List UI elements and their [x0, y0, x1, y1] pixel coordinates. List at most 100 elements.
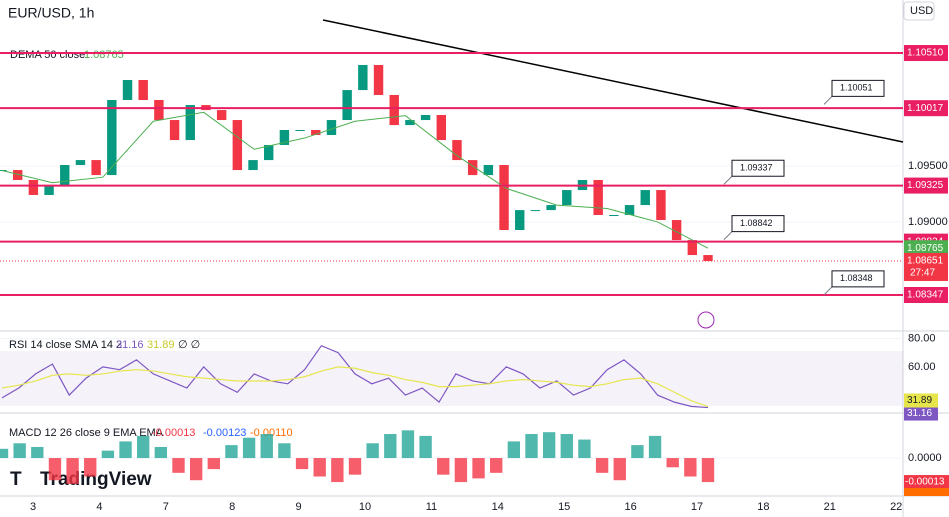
candle: [295, 129, 305, 131]
candle: [530, 210, 541, 212]
macd-histogram-bar: [278, 443, 291, 459]
macd-histogram-bar: [595, 458, 609, 473]
callout-box: [831, 270, 885, 288]
x-tick-label: 8: [229, 501, 235, 513]
x-tick-label: 22: [890, 501, 902, 513]
rsi-legend-value: 31.16: [116, 339, 144, 351]
candle: [232, 120, 243, 171]
dema-price-label: 1.08765: [907, 243, 944, 254]
rsi-line: [1, 344, 709, 409]
y-tick-label: 60.00: [908, 361, 936, 373]
candle: [185, 105, 195, 141]
rsi-line: [1, 366, 709, 408]
macd-histogram-bar: [31, 446, 44, 459]
macd-histogram-bar: [137, 435, 150, 459]
x-tick-label: 10: [359, 501, 371, 513]
candle: [609, 215, 619, 217]
currency-button[interactable]: [903, 1, 935, 21]
candle: [138, 79, 148, 101]
dema-line: [1, 111, 709, 249]
macd-histogram-bar: [172, 458, 185, 473]
level-label-box: [904, 177, 948, 194]
macd-histogram-bar: [666, 458, 679, 468]
candle: [28, 179, 39, 195]
candle: [311, 129, 321, 136]
currency[interactable]: USD: [910, 5, 933, 17]
x-tick-label: 17: [691, 501, 703, 513]
macd-histogram-bar: [384, 434, 397, 459]
candle: [373, 64, 384, 95]
x-tick-label: 18: [757, 501, 769, 513]
macd-legend-value: -0.00123: [203, 427, 246, 439]
macd-histogram-bar: [66, 458, 79, 484]
candle: [640, 190, 650, 206]
macd-histogram-bar: [560, 434, 573, 459]
level-label-box: [904, 45, 948, 62]
rsi-value-label: 31.16: [907, 408, 932, 419]
candle: [687, 240, 698, 256]
last-price-label: 1.08651: [907, 256, 944, 267]
y-tick-label: 1.09000: [908, 216, 948, 228]
macd-value-box: [904, 475, 949, 490]
x-tick-label: 15: [558, 501, 570, 513]
rsi-legend: RSI 14 close SMA 14 2: [9, 339, 122, 351]
trend-line: [322, 19, 904, 143]
macd-histogram-bar: [242, 437, 256, 459]
macd-histogram-bar: [207, 458, 220, 470]
rsi-legend-extra: ∅ ∅: [178, 339, 200, 351]
candle: [389, 94, 399, 126]
signal-value-box: [904, 488, 949, 496]
candle: [107, 100, 117, 176]
macd-histogram-bar: [525, 434, 538, 459]
candle: [703, 255, 713, 261]
macd-histogram-bar: [542, 432, 556, 459]
candle: [91, 160, 101, 176]
last-price-box: [904, 252, 948, 281]
macd-histogram-bar: [260, 434, 273, 459]
macd-histogram-bar: [472, 458, 485, 479]
candle: [169, 120, 180, 141]
x-tick-label: 16: [624, 501, 636, 513]
x-tick-label: 9: [296, 501, 302, 513]
callout-label: 1.08348: [840, 273, 873, 283]
macd-histogram-bar: [578, 439, 591, 459]
candle: [467, 160, 478, 176]
candle: [624, 205, 635, 216]
macd-histogram-bar: [154, 446, 168, 459]
candle: [515, 210, 525, 230]
candle: [216, 110, 227, 121]
candle: [483, 165, 494, 176]
macd-histogram-bar: [613, 458, 626, 481]
macd-value-label: -0.00013: [905, 477, 945, 488]
macd-histogram-bar: [295, 458, 309, 470]
macd-histogram-bar: [13, 443, 26, 459]
x-tick-label: 11: [426, 501, 437, 513]
x-tick-label: 7: [163, 501, 169, 513]
macd-histogram-bar: [507, 441, 521, 459]
symbol: EUR/USD, 1h: [8, 5, 94, 21]
callout-box: [731, 159, 785, 177]
macd-histogram-bar: [684, 458, 697, 477]
y-tick-label: 1.09500: [908, 160, 948, 172]
candle: [436, 114, 446, 141]
macd-histogram-bar: [0, 448, 9, 459]
callout-box: [731, 215, 785, 233]
candle: [546, 205, 556, 211]
macd-histogram-bar: [701, 458, 715, 483]
candle: [12, 170, 23, 180]
candle: [358, 64, 368, 91]
rsi-value-box: [904, 406, 938, 421]
level-label: 1.10510: [907, 48, 944, 59]
macd-histogram-bar: [119, 441, 132, 459]
level-label: 1.08347: [907, 290, 944, 301]
alert-icon[interactable]: [697, 311, 715, 329]
macd-histogram-bar: [631, 445, 644, 459]
candle: [593, 179, 603, 216]
macd-histogram-bar: [437, 458, 450, 475]
macd-histogram-bar: [189, 458, 203, 481]
callout-label: 1.09337: [740, 163, 773, 173]
macd-histogram-bar: [648, 435, 662, 459]
rsi-legend-value: 31.89: [147, 339, 175, 351]
candle: [420, 114, 431, 121]
